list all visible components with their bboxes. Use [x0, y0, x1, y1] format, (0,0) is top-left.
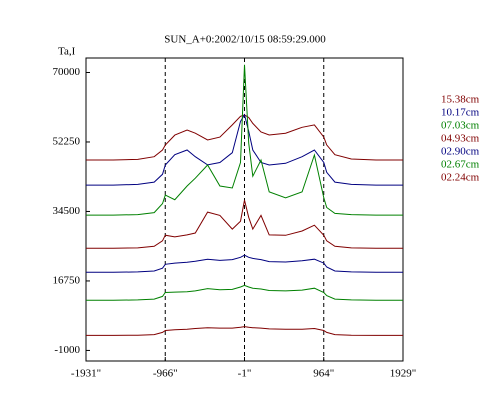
x-tick-label: -1"	[238, 368, 252, 380]
legend-label: 04.93cm	[441, 133, 480, 145]
y-tick-label: 52250	[53, 136, 81, 148]
legend-label: 15.38cm	[441, 94, 480, 106]
series-line	[86, 284, 403, 301]
series-line	[86, 326, 403, 336]
legend-label: 02.90cm	[441, 146, 480, 158]
legend-label: 02.67cm	[441, 159, 480, 171]
y-tick-label: 70000	[53, 66, 81, 78]
series-line	[86, 113, 403, 186]
y-tick-label: 16750	[53, 274, 81, 286]
x-tick-label: -1931"	[71, 368, 101, 380]
series-line	[86, 199, 403, 249]
y-tick-label: -1000	[54, 344, 80, 356]
legend-label: 02.24cm	[441, 172, 480, 184]
x-tick-label: 964"	[313, 368, 334, 380]
legend-label: 10.17cm	[441, 107, 480, 119]
y-tick-label: 34500	[53, 205, 81, 217]
legend-label: 07.03cm	[441, 120, 480, 132]
x-tick-label: -966"	[153, 368, 178, 380]
series-line	[86, 254, 403, 273]
chart-title: SUN_A+0:2002/10/15 08:59:29.000	[164, 34, 326, 46]
x-tick-label: 1929"	[390, 368, 417, 380]
series-line	[86, 64, 403, 216]
y-axis-label: Ta,I	[58, 46, 76, 58]
